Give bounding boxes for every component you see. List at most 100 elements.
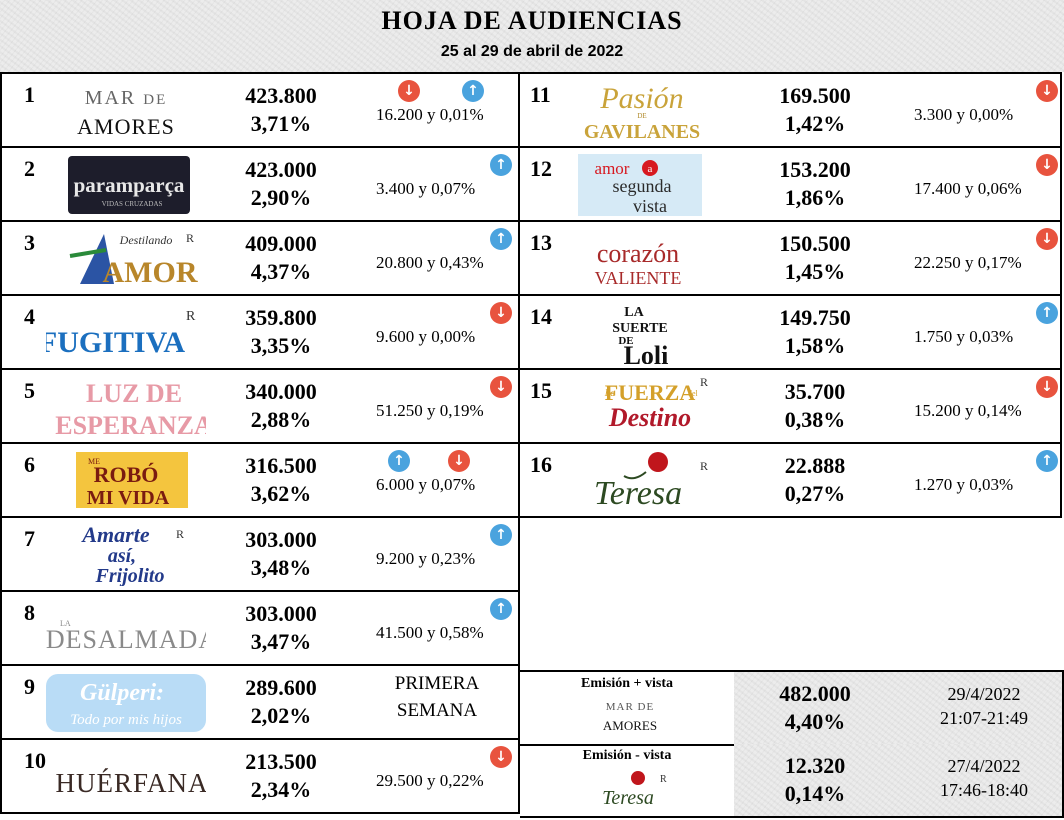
arrow-down-icon: ↓ [1036,228,1058,250]
svg-text:R: R [176,527,184,541]
ranking-left-column: 1 MAR DE AMORES 423.800 3,71% 16.200 y 0,01% ↓… [0,72,520,814]
audience-block: 35.700 0,38% [750,378,880,434]
show-logo: paramparça VIDAS CRUZADAS [68,156,190,214]
ranking-row: 14 LA SUERTE DE Loli 149.750 1,58% 1.750 y 0,03… [520,296,1062,370]
arrow-up-icon: ↑ [490,524,512,546]
extra-gray-panel [734,744,1062,816]
show-logo: LUZ DE ESPERANZA [55,379,206,438]
audience-share: 0,38% [784,407,846,432]
viewers-count: 423.800 [245,83,317,108]
svg-text:Destino: Destino [608,403,691,432]
viewers-count: 35.700 [784,379,846,404]
svg-text:Teresa: Teresa [594,475,682,512]
mar-de-amores-logo: MAR DE AMORES [603,701,657,733]
extra-datetime: 27/4/2022 17:46-18:40 [914,754,1054,802]
audience-share: 1,42% [784,111,846,136]
viewers-count: 340.000 [245,379,317,404]
extra-row-emision-menos-vista: Emisión - vista Teresa R 12.320 0,14% 27… [520,744,1064,818]
svg-text:LA: LA [624,305,644,320]
date-range: 25 al 29 de abril de 2022 [440,43,624,60]
ranking-row: 8 LA DESALMADA 303.000 3,47% 41.500 y 0,58% ↑ [0,592,520,666]
rank-number: 3 [24,230,35,255]
rank-number: 11 [530,82,551,107]
audience-block: 409.000 4,37% [216,230,346,286]
change-text: 29.500 y 0,22% [376,771,484,790]
rank-number: 9 [24,674,35,699]
change-text: 9.200 y 0,23% [376,549,476,568]
svg-text:MAR DE: MAR DE [85,87,168,109]
viewers-count: 150.500 [779,231,851,256]
extra-date: 27/4/2022 [947,756,1021,776]
rank-number: 1 [24,82,35,107]
rank-number: 4 [24,304,35,329]
svg-text:DE: DE [637,112,646,120]
change-text: 1.270 y 0,03% [914,475,1014,494]
rank-number: 5 [24,378,35,403]
svg-text:GAVILANES: GAVILANES [584,121,700,142]
audience-block: 289.600 2,02% [216,674,346,730]
audience-block: 359.800 3,35% [216,304,346,360]
svg-text:así,: así, [108,545,136,567]
arrow-up-icon: ↑ [490,228,512,250]
viewers-count: 423.000 [245,157,317,182]
arrow-down-icon: ↓ [448,450,470,472]
extra-viewers: 482.000 [779,681,851,706]
arrow-up-icon: ↑ [490,598,512,620]
change-text: 15.200 y 0,14% [914,401,1022,420]
audience-block: 340.000 2,88% [216,378,346,434]
viewers-count: 22.888 [784,453,846,478]
extra-label: Emisión - vista [582,748,672,763]
audience-share: 2,34% [250,777,312,802]
svg-text:HUÉRFANAS: HUÉRFANAS [55,768,206,798]
audience-block: 303.000 3,47% [216,600,346,656]
extra-gray-panel [734,672,1062,744]
rerun-mark: R [660,774,667,785]
change-text: 3.300 y 0,00% [914,105,1014,124]
ranking-row: 3 Destilando AMOR R 409.000 4,37% 20.800 y 0,4… [0,222,520,296]
change-text: 17.400 y 0,06% [914,179,1022,198]
arrow-down-icon: ↓ [490,376,512,398]
report-header: HOJA DE AUDIENCIAS 25 al 29 de abril de … [0,0,1064,72]
audience-block: 303.000 3,48% [216,526,346,582]
change-text: 9.600 y 0,00% [376,327,476,346]
arrow-down-icon: ↓ [398,80,420,102]
ranking-row: 11 Pasión DE GAVILANES 169.500 1,42% 3.300 y 0… [520,72,1062,148]
extra-date: 29/4/2022 [947,684,1021,704]
rank-number: 8 [24,600,35,625]
arrow-down-icon: ↓ [1036,154,1058,176]
show-logo: Gülperi: Todo por mis hijos [46,674,206,732]
viewers-count: 409.000 [245,231,317,256]
show-logo: MAR DE AMORES [77,87,175,139]
ranking-row: 5 LUZ DE ESPERANZA 340.000 2,88% 51.250 y 0,1… [0,370,520,444]
svg-text:Amarte: Amarte [80,522,149,547]
audience-share: 3,48% [250,555,312,580]
audience-block: 22.888 0,27% [750,452,880,508]
ranking-row: 10 HUÉRFANAS 213.500 2,34% 29.500 y 0,22% ↓ [0,740,520,814]
audience-share: 3,35% [250,333,312,358]
audience-block: 423.000 2,90% [216,156,346,212]
svg-text:LUZ DE: LUZ DE [86,379,182,408]
svg-text:segunda: segunda [613,176,672,196]
viewers-count: 316.500 [245,453,317,478]
viewers-count: 303.000 [245,601,317,626]
svg-text:corazón: corazón [597,239,679,268]
change-text: 20.800 y 0,43% [376,253,484,272]
change-text: 6.000 y 0,07% [376,475,476,494]
arrow-up-icon: ↑ [1036,450,1058,472]
svg-text:AMORES: AMORES [77,114,175,139]
change-text: 51.250 y 0,19% [376,401,484,420]
audience-share: 1,45% [784,259,846,284]
arrow-down-icon: ↓ [1036,80,1058,102]
arrow-up-icon: ↑ [1036,302,1058,324]
rank-number: 15 [530,378,552,403]
audience-share: 4,37% [250,259,312,284]
svg-text:R: R [186,231,194,245]
arrow-up-icon: ↑ [462,80,484,102]
audience-block: 423.800 3,71% [216,82,346,138]
audience-block: 316.500 3,62% [216,452,346,508]
